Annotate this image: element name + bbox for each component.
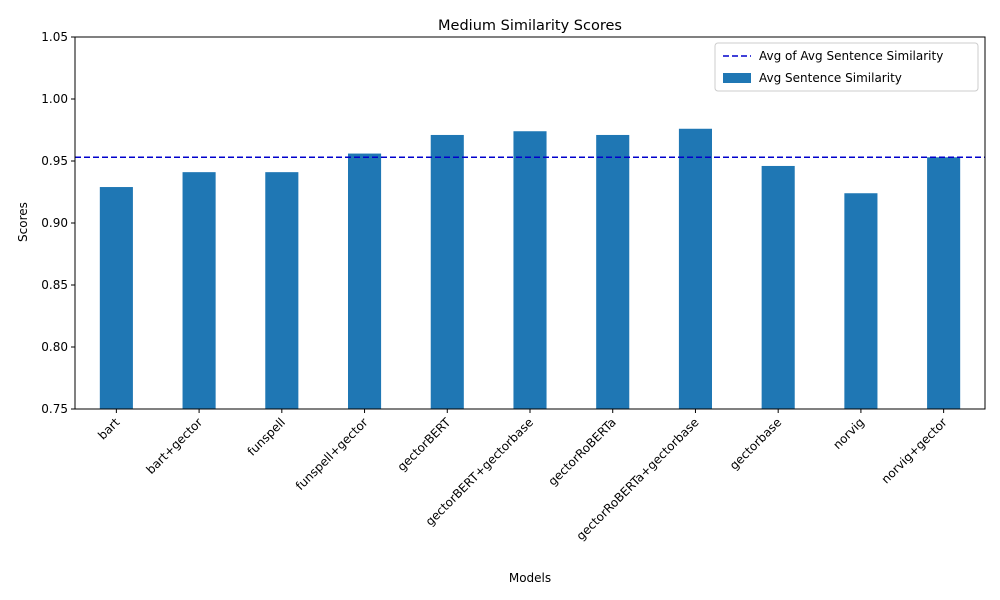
bar-norvig-gector (927, 157, 961, 409)
x-ticks-layer: bart bart+gector funspell funspell+gector ge… (95, 409, 950, 543)
y-tick-label: 0.75 (41, 402, 68, 416)
legend-label-reference-line: Avg of Avg Sentence Similarity (759, 49, 943, 63)
y-tick-label: 1.05 (41, 30, 68, 44)
x-tick-label: gectorBERT (395, 415, 454, 474)
y-tick-label: 1.00 (41, 92, 68, 106)
y-ticks-layer: 0.75 0.80 0.85 0.90 0.95 1.00 1.05 (41, 30, 75, 416)
bar-bart (99, 187, 133, 409)
x-tick-label: gectorbase (727, 415, 784, 472)
y-tick-label: 0.85 (41, 278, 68, 292)
bar-bart-gector (182, 172, 216, 409)
bar-gectorroberta-gectorbase (678, 128, 712, 409)
bar-gectorbert (430, 134, 464, 409)
y-tick-label: 0.90 (41, 216, 68, 230)
x-tick-label: gectorRoBERTa (546, 415, 619, 488)
bar-gectorbase (761, 165, 795, 409)
legend: Avg of Avg Sentence Similarity Avg Sente… (714, 42, 979, 92)
x-axis-title: Models (509, 571, 551, 585)
legend-label-bars: Avg Sentence Similarity (759, 71, 902, 85)
y-tick-label: 0.80 (41, 340, 68, 354)
x-tick-label: norvig+gector (879, 415, 950, 486)
bar-funspell-gector (348, 153, 382, 409)
x-tick-label: norvig (830, 415, 867, 452)
x-tick-label: funspell (245, 415, 288, 458)
x-tick-label: bart+gector (144, 415, 206, 477)
bars-layer (99, 128, 961, 410)
chart-title: Medium Similarity Scores (438, 18, 622, 34)
x-tick-label: funspell+gector (293, 415, 371, 493)
bar-norvig (844, 193, 878, 409)
y-tick-label: 0.95 (41, 154, 68, 168)
legend-box (714, 42, 979, 92)
bar-gectorroberta (596, 134, 630, 409)
y-axis-title: Scores (16, 202, 30, 242)
bar-funspell (265, 172, 299, 409)
legend-bar-swatch (723, 73, 751, 83)
bar-gectorbert-gectorbase (513, 131, 547, 410)
x-tick-label: bart (95, 415, 123, 443)
